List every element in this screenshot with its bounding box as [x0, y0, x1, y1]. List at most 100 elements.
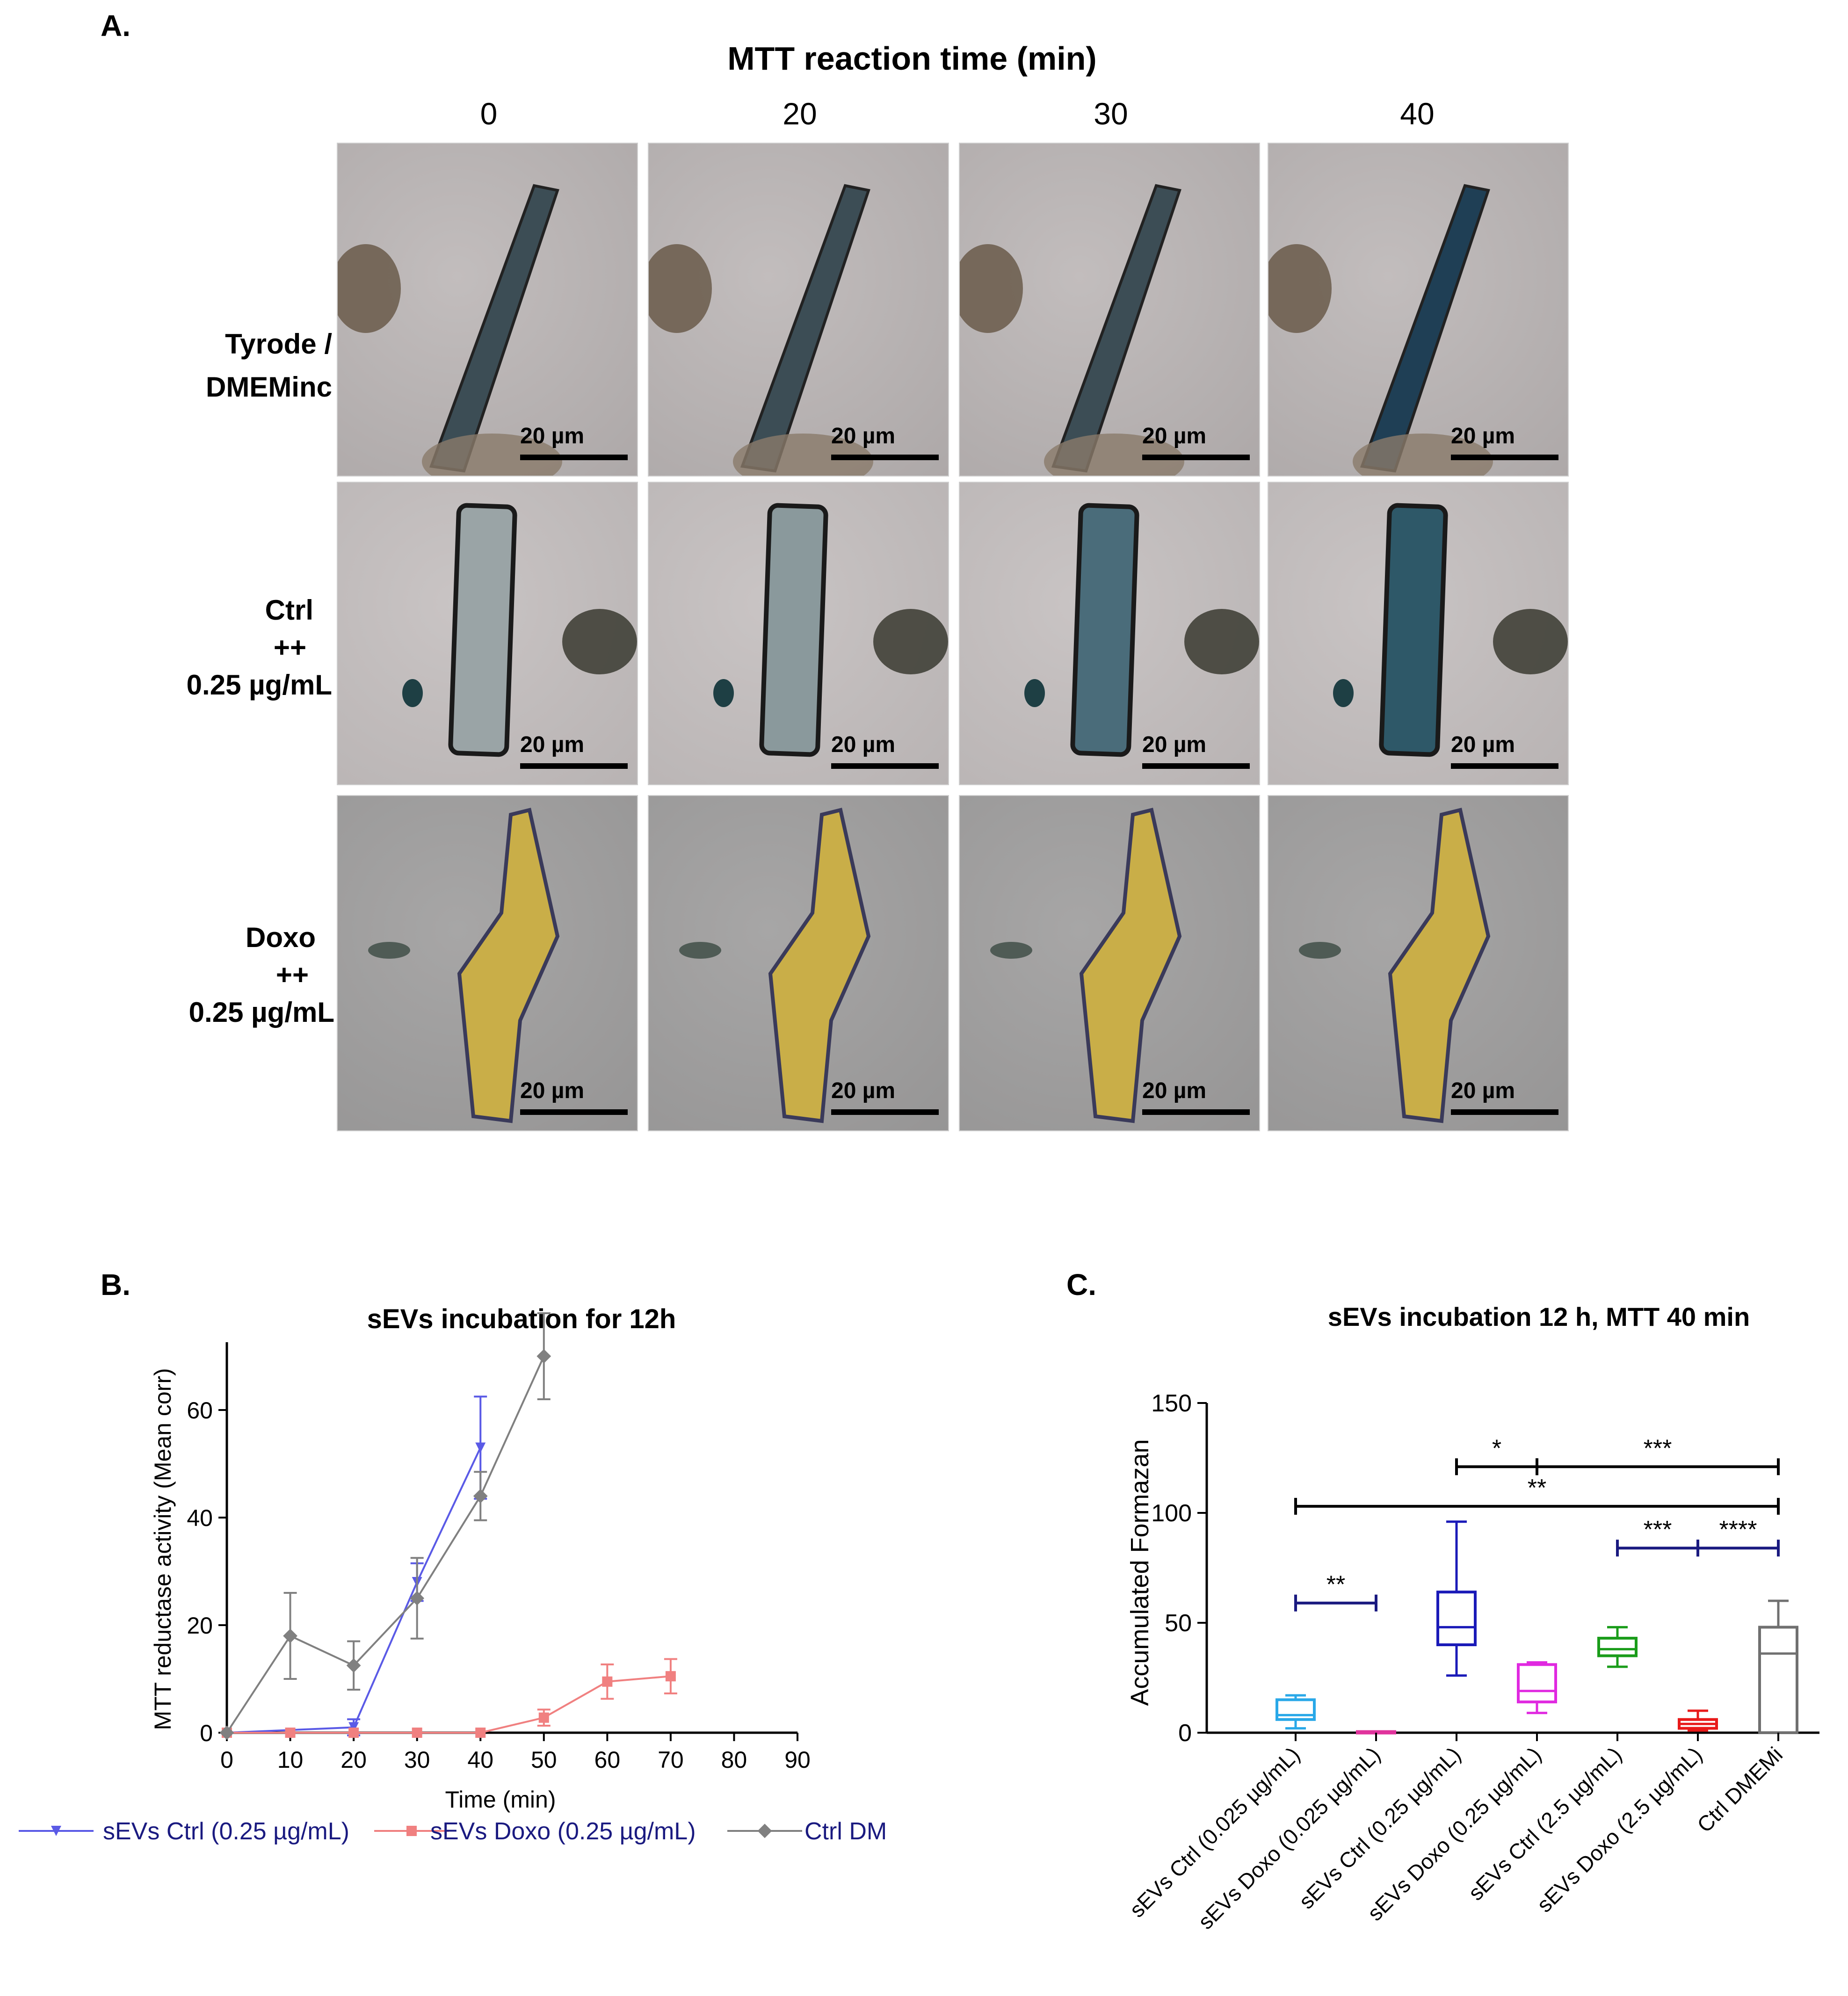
data-point	[285, 1728, 296, 1738]
significance-bracket: *	[1455, 1435, 1538, 1475]
micrograph-image	[990, 808, 1182, 1123]
data-point	[348, 1728, 359, 1738]
chart-title: sEVs incubation for 12h	[367, 1304, 676, 1334]
micrograph-image	[1299, 808, 1491, 1123]
line-chart: sEVs incubation for 12h 0 10 20 30 40 50 60 70 80…	[19, 1304, 889, 1845]
x-tick-label: 80	[721, 1747, 747, 1773]
box	[1597, 1626, 1638, 1741]
data-point	[346, 1658, 361, 1673]
x-tick-label: 20	[341, 1747, 367, 1773]
scale-bar-label: 20 µm	[1451, 1078, 1515, 1103]
significance-label: ***	[1644, 1516, 1672, 1543]
micrograph: 20 µm	[959, 143, 1260, 477]
debris-blob	[1353, 434, 1493, 476]
row-label-tyrode: Tyrode / DMEMinc	[131, 323, 332, 409]
micrograph-image	[338, 184, 562, 476]
data-point	[602, 1676, 613, 1687]
box	[1678, 1709, 1718, 1741]
significance-bracket: ***	[1536, 1435, 1780, 1475]
x-tick-label: 0	[220, 1747, 233, 1773]
debris-blob	[402, 679, 423, 707]
column-label-0: 0	[480, 96, 498, 131]
data-point	[538, 1712, 549, 1723]
row-label-line: Ctrl	[265, 594, 313, 626]
x-tick-label: sEVs Doxo (2.5 µg/mL)	[1532, 1742, 1707, 1917]
debris-blob	[679, 942, 721, 959]
debris-blob	[873, 609, 948, 674]
box-iqr	[1275, 1698, 1316, 1721]
scale-bar-label: 20 µm	[831, 732, 896, 757]
data-point	[412, 1728, 422, 1738]
micrograph: 20 µm	[1268, 795, 1569, 1131]
series-line	[227, 1675, 671, 1734]
scale-bar	[831, 455, 939, 460]
micrograph: 20 µm	[1268, 482, 1569, 785]
micrograph: 20 µm	[648, 482, 949, 785]
legend-label: sEVs Doxo (0.25 µg/mL)	[430, 1818, 696, 1845]
row-label-line: 0.25 µg/mL	[186, 669, 332, 701]
row-label-ctrl: Ctrl ++ 0.25 µg/mL	[117, 592, 332, 704]
cell-shape	[1379, 503, 1448, 757]
y-tick-label: 60	[187, 1397, 213, 1424]
debris-blob	[649, 244, 712, 333]
series-line	[226, 1356, 545, 1734]
scale-bar-label: 20 µm	[1451, 424, 1515, 448]
data-point	[536, 1349, 551, 1364]
data-point	[51, 1826, 61, 1836]
box	[1517, 1661, 1557, 1741]
micrograph: 20 µm	[959, 482, 1260, 785]
scale-bar-label: 20 µm	[520, 424, 585, 448]
data-point	[410, 1591, 425, 1605]
micrograph-image	[713, 503, 948, 757]
y-tick-label: 100	[1151, 1500, 1192, 1527]
x-axis-label: Time (min)	[445, 1786, 556, 1813]
significance-bracket: ****	[1696, 1516, 1780, 1557]
x-tick-label: sEVs Ctrl (2.5 µg/mL)	[1464, 1742, 1626, 1905]
debris-blob	[1333, 679, 1354, 707]
row-label-line: DMEMinc	[206, 371, 332, 403]
significance-bracket: **	[1294, 1571, 1377, 1612]
legend-entry: sEVs Doxo (0.25 µg/mL)	[374, 1818, 696, 1845]
significance-label: **	[1326, 1571, 1345, 1598]
debris-blob	[1184, 609, 1259, 674]
x-tick-label: 60	[594, 1747, 621, 1773]
row-label-line: Tyrode /	[225, 328, 332, 360]
cell-shape	[457, 808, 560, 1123]
scale-bar	[831, 763, 939, 769]
column-label-40: 40	[1400, 96, 1435, 131]
box-iqr	[1436, 1591, 1477, 1647]
micrograph: 20 µm	[337, 143, 638, 477]
column-label-30: 30	[1094, 96, 1128, 131]
box	[1436, 1520, 1477, 1741]
scale-bar-label: 20 µm	[831, 1078, 896, 1103]
row-label-line: ++	[275, 959, 309, 991]
series	[219, 1312, 551, 1740]
row-label-line: Doxo	[246, 922, 316, 953]
y-tick-label: 0	[1178, 1720, 1192, 1747]
column-label-20: 20	[783, 96, 817, 131]
y-tick-label: 50	[1165, 1610, 1192, 1637]
micrograph-image	[368, 808, 560, 1123]
box	[1275, 1694, 1316, 1741]
scale-bar-label: 20 µm	[831, 424, 896, 448]
debris-blob	[1024, 679, 1045, 707]
y-tick-label: 0	[200, 1720, 213, 1746]
data-point	[219, 1725, 234, 1740]
debris-blob	[733, 434, 873, 476]
micrograph: 20 µm	[648, 795, 949, 1131]
box-iqr	[1758, 1626, 1798, 1735]
scale-bar-label: 20 µm	[1142, 1078, 1207, 1103]
scale-bar	[520, 455, 628, 460]
significance-label: *	[1492, 1435, 1501, 1462]
x-tick-label: 40	[467, 1747, 493, 1773]
data-point	[757, 1823, 772, 1838]
micrograph-image	[1268, 184, 1493, 476]
debris-blob	[1268, 244, 1332, 333]
cell-shape	[759, 503, 828, 757]
x-tick-label: 70	[658, 1747, 684, 1773]
micrograph: 20 µm	[648, 143, 949, 477]
micrograph-image	[402, 503, 637, 757]
data-point	[475, 1728, 486, 1738]
y-tick-label: 20	[187, 1613, 213, 1639]
scale-bar-label: 20 µm	[1142, 424, 1207, 448]
